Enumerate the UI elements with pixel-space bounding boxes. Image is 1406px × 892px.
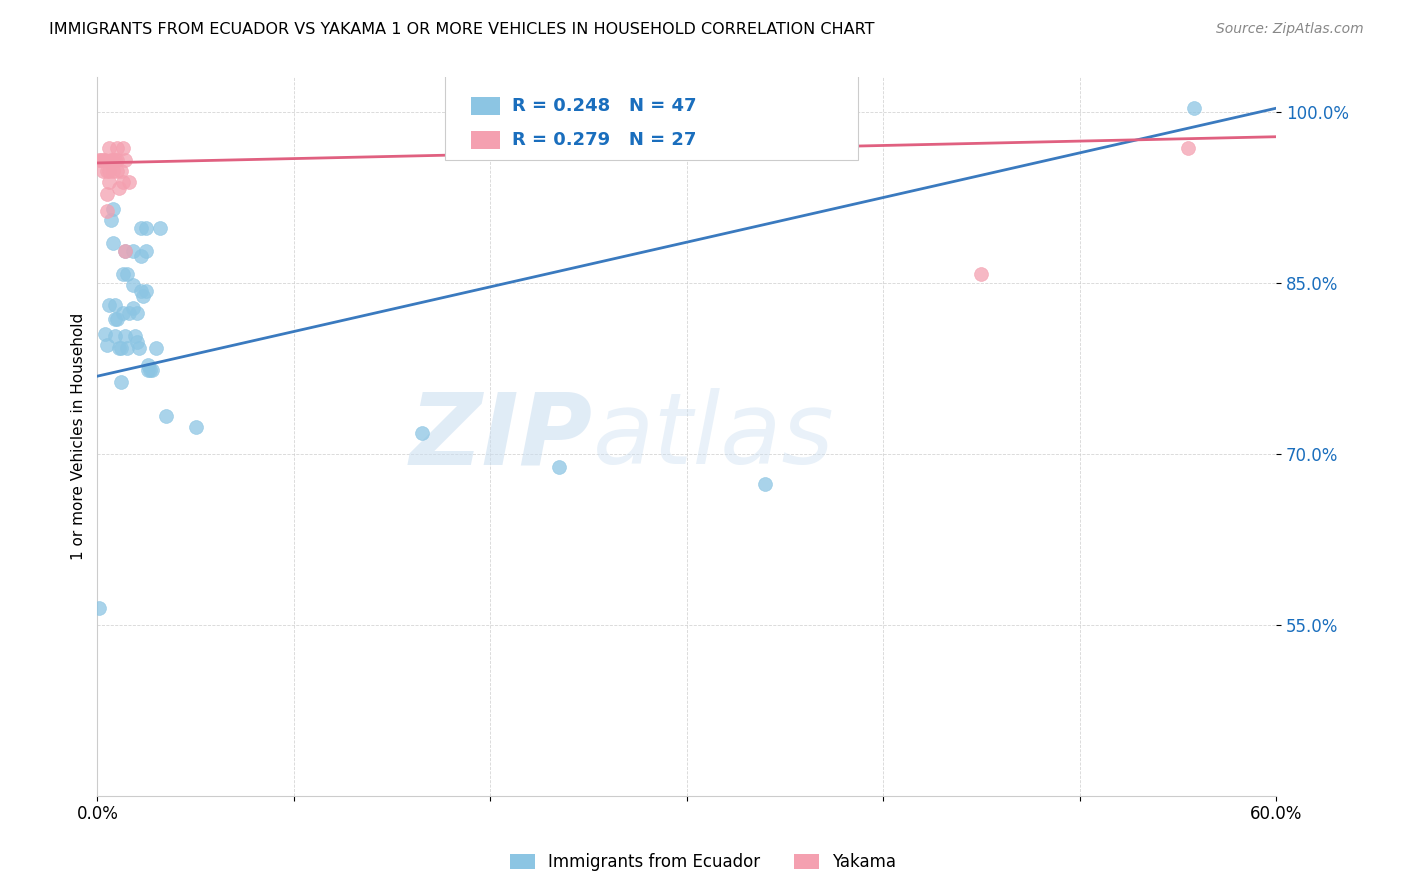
Point xyxy=(114,153,136,167)
FancyBboxPatch shape xyxy=(471,131,501,149)
Point xyxy=(108,181,131,195)
Point xyxy=(115,341,138,355)
Text: ZIP: ZIP xyxy=(409,388,592,485)
Point xyxy=(548,460,571,475)
Point xyxy=(91,153,114,167)
Point xyxy=(90,153,112,167)
Point xyxy=(129,221,152,235)
Point xyxy=(139,363,162,377)
Point xyxy=(101,164,124,178)
Point xyxy=(135,284,157,298)
Point xyxy=(111,306,134,320)
Point xyxy=(105,153,128,167)
Text: atlas: atlas xyxy=(592,388,834,485)
Point xyxy=(101,235,124,250)
Point xyxy=(128,341,150,355)
FancyBboxPatch shape xyxy=(471,97,501,115)
Point xyxy=(970,267,993,281)
Point xyxy=(121,301,143,315)
Text: R = 0.279   N = 27: R = 0.279 N = 27 xyxy=(512,131,696,149)
Point xyxy=(114,244,136,258)
Point xyxy=(145,341,167,355)
Point xyxy=(108,341,131,355)
Point xyxy=(98,298,121,312)
Point xyxy=(105,312,128,326)
Point xyxy=(110,164,132,178)
Point xyxy=(1177,141,1199,155)
Point xyxy=(155,409,177,423)
Point xyxy=(1182,101,1205,115)
Point xyxy=(111,267,134,281)
Point xyxy=(94,153,117,167)
Point xyxy=(121,277,143,292)
Point xyxy=(129,284,152,298)
Point xyxy=(89,600,111,615)
Point xyxy=(96,164,118,178)
Point xyxy=(110,341,132,355)
Point xyxy=(141,363,163,377)
Legend: Immigrants from Ecuador, Yakama: Immigrants from Ecuador, Yakama xyxy=(502,845,904,880)
Point xyxy=(138,363,160,377)
Text: R = 0.248   N = 47: R = 0.248 N = 47 xyxy=(512,97,697,115)
Point xyxy=(111,141,134,155)
Point xyxy=(754,477,776,491)
Point xyxy=(104,329,127,343)
Point xyxy=(131,289,153,303)
FancyBboxPatch shape xyxy=(446,74,858,160)
Point xyxy=(100,153,122,167)
Point xyxy=(411,426,433,441)
Point xyxy=(105,141,128,155)
Point xyxy=(101,153,124,167)
Point xyxy=(104,298,127,312)
Point xyxy=(104,312,127,326)
Point xyxy=(100,213,122,227)
Point xyxy=(121,244,143,258)
Point xyxy=(118,175,141,189)
Point xyxy=(96,203,118,218)
Point xyxy=(98,164,121,178)
Point xyxy=(89,153,111,167)
Point xyxy=(184,420,207,434)
Point xyxy=(149,221,172,235)
Point xyxy=(94,326,117,341)
Text: Source: ZipAtlas.com: Source: ZipAtlas.com xyxy=(1216,22,1364,37)
Point xyxy=(114,244,136,258)
Point xyxy=(96,186,118,201)
Y-axis label: 1 or more Vehicles in Household: 1 or more Vehicles in Household xyxy=(72,313,86,560)
Point xyxy=(118,306,141,320)
Point xyxy=(135,221,157,235)
Point xyxy=(110,375,132,389)
Point xyxy=(111,175,134,189)
Point xyxy=(124,329,146,343)
Point xyxy=(125,306,148,320)
Point xyxy=(98,141,121,155)
Point xyxy=(135,244,157,258)
Point xyxy=(115,267,138,281)
Point xyxy=(129,249,152,263)
Point xyxy=(114,329,136,343)
Point xyxy=(125,334,148,349)
Point xyxy=(98,175,121,189)
Point xyxy=(101,202,124,216)
Point xyxy=(138,358,160,372)
Text: IMMIGRANTS FROM ECUADOR VS YAKAMA 1 OR MORE VEHICLES IN HOUSEHOLD CORRELATION CH: IMMIGRANTS FROM ECUADOR VS YAKAMA 1 OR M… xyxy=(49,22,875,37)
Point xyxy=(104,153,127,167)
Point xyxy=(91,164,114,178)
Point xyxy=(105,164,128,178)
Point xyxy=(96,338,118,352)
